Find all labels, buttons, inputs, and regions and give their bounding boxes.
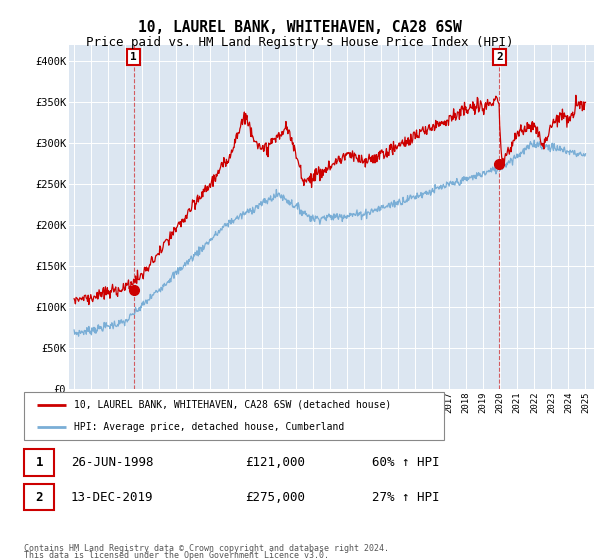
Text: Contains HM Land Registry data © Crown copyright and database right 2024.: Contains HM Land Registry data © Crown c… (24, 544, 389, 553)
Text: 1: 1 (130, 52, 137, 62)
Text: 10, LAUREL BANK, WHITEHAVEN, CA28 6SW (detached house): 10, LAUREL BANK, WHITEHAVEN, CA28 6SW (d… (74, 400, 392, 410)
Text: £275,000: £275,000 (245, 491, 305, 504)
Text: 27% ↑ HPI: 27% ↑ HPI (372, 491, 439, 504)
FancyBboxPatch shape (24, 450, 55, 475)
Text: £121,000: £121,000 (245, 456, 305, 469)
FancyBboxPatch shape (24, 392, 444, 440)
Text: 1: 1 (35, 456, 43, 469)
Text: 10, LAUREL BANK, WHITEHAVEN, CA28 6SW: 10, LAUREL BANK, WHITEHAVEN, CA28 6SW (138, 20, 462, 35)
Text: 60% ↑ HPI: 60% ↑ HPI (372, 456, 439, 469)
FancyBboxPatch shape (24, 484, 55, 510)
Text: 13-DEC-2019: 13-DEC-2019 (71, 491, 154, 504)
Text: Price paid vs. HM Land Registry's House Price Index (HPI): Price paid vs. HM Land Registry's House … (86, 36, 514, 49)
Text: 2: 2 (496, 52, 503, 62)
Text: HPI: Average price, detached house, Cumberland: HPI: Average price, detached house, Cumb… (74, 422, 344, 432)
Text: 2: 2 (35, 491, 43, 504)
Text: 26-JUN-1998: 26-JUN-1998 (71, 456, 154, 469)
Text: This data is licensed under the Open Government Licence v3.0.: This data is licensed under the Open Gov… (24, 551, 329, 560)
